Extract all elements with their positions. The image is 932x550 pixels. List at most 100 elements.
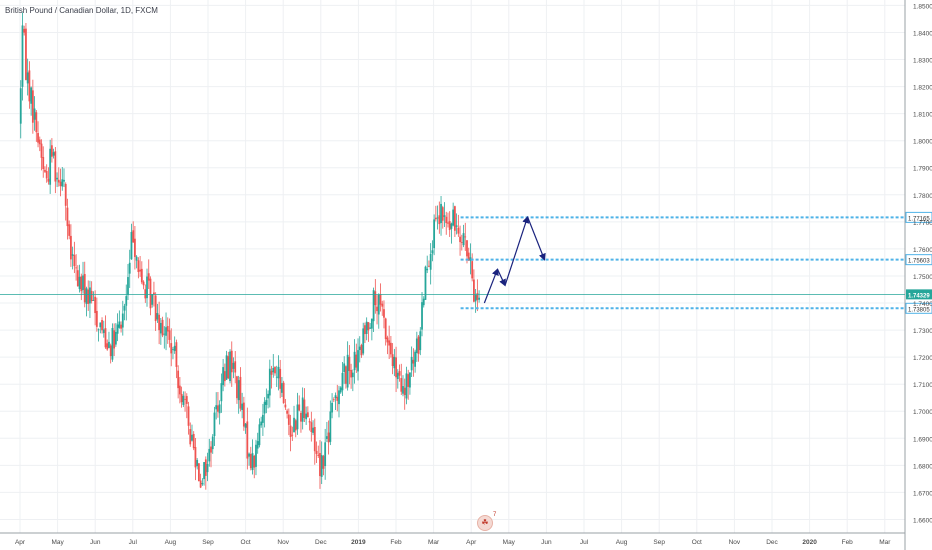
candle-body xyxy=(123,305,126,311)
candle-body xyxy=(376,306,378,312)
level-price-tag xyxy=(905,211,932,223)
candle-body xyxy=(30,87,33,104)
candle-body xyxy=(227,356,230,379)
candle-body xyxy=(443,215,446,217)
projection-arrow[interactable] xyxy=(483,268,499,304)
candle-body xyxy=(325,436,328,439)
candle-body xyxy=(196,460,199,467)
candle-body xyxy=(45,171,48,179)
candle-body xyxy=(73,255,76,267)
candle-body xyxy=(120,324,122,329)
time-tick-label: Oct xyxy=(692,539,702,546)
candle-body xyxy=(414,351,417,367)
price-tick-label: 1.68000 xyxy=(913,463,932,470)
candle-body xyxy=(198,463,200,482)
candle-body xyxy=(440,203,442,223)
candle-body xyxy=(383,309,385,318)
time-tick-label: Mar xyxy=(428,539,440,546)
candle-body xyxy=(467,252,470,261)
candle-body xyxy=(161,319,164,336)
candle-body xyxy=(151,294,154,305)
candle-body xyxy=(415,338,418,354)
projection-arrow[interactable] xyxy=(496,268,506,287)
candle-body xyxy=(474,295,477,302)
candle-body xyxy=(248,453,250,457)
candle-body xyxy=(90,290,93,302)
candle-body xyxy=(263,401,266,414)
candle-body xyxy=(185,396,188,404)
time-tick-label: Jul xyxy=(580,539,589,546)
candle-body xyxy=(469,257,472,262)
candle-body xyxy=(166,326,169,332)
candle-body xyxy=(97,329,100,331)
candle-body xyxy=(222,367,225,386)
level-price-label: 1.73805 xyxy=(908,307,930,313)
price-tick-label: 1.83000 xyxy=(913,58,932,65)
candle-body xyxy=(239,376,242,409)
candle-body xyxy=(68,224,71,236)
level-price-label: 1.77165 xyxy=(908,216,930,222)
tradingview-logo-icon[interactable]: ☘ xyxy=(477,515,493,531)
time-tick-label: Mar xyxy=(879,539,891,546)
candle-body xyxy=(400,378,403,392)
candle-body xyxy=(471,261,474,279)
candle-body xyxy=(137,260,140,273)
candle-body xyxy=(275,376,278,378)
projection-arrow[interactable] xyxy=(527,216,546,261)
time-axis[interactable]: Apr May Jun Jul Aug Sep Oct Nov Dec 2019 Feb Mar Apr… xyxy=(15,539,891,546)
candle-body xyxy=(421,302,423,330)
candle-body xyxy=(306,412,309,418)
candle-body xyxy=(223,371,226,382)
candle-body xyxy=(28,70,31,102)
candle-body xyxy=(25,28,27,80)
candle-body xyxy=(175,342,178,367)
candle-body xyxy=(407,374,410,387)
candle-body xyxy=(116,324,119,334)
horizontal-levels[interactable]: 1.77165 1.75603 1.73805 1.74329 xyxy=(0,211,932,314)
candle-body xyxy=(293,417,295,433)
candle-body xyxy=(71,254,74,256)
candle-body xyxy=(346,354,349,388)
candle-body xyxy=(42,157,45,170)
candle-body xyxy=(47,178,50,182)
candle-body xyxy=(284,404,287,408)
candle-body xyxy=(192,433,195,449)
candle-body xyxy=(320,455,323,477)
candle-body xyxy=(447,222,449,224)
time-tick-label: Sep xyxy=(653,539,665,546)
candle-body xyxy=(31,90,34,123)
candle-body xyxy=(450,223,453,229)
candle-body xyxy=(38,139,41,145)
candle-body xyxy=(452,209,455,226)
projection-arrows[interactable] xyxy=(483,215,546,304)
price-tick-label: 1.82000 xyxy=(913,85,932,92)
price-tick-label: 1.80000 xyxy=(913,139,932,146)
candle-body xyxy=(130,231,133,260)
level-price-tag xyxy=(905,302,932,314)
projection-arrow[interactable] xyxy=(504,215,530,286)
time-tick-label: Nov xyxy=(729,539,741,546)
candle-body xyxy=(242,402,245,427)
candle-body xyxy=(343,363,346,372)
candle-body xyxy=(358,346,361,350)
candle-body xyxy=(50,145,53,157)
candle-body xyxy=(365,321,368,334)
candle-body xyxy=(204,459,207,476)
price-tick-label: 1.74000 xyxy=(913,301,932,308)
candle-body xyxy=(431,250,434,254)
candle-body xyxy=(289,425,292,438)
candle-body xyxy=(367,322,370,331)
candle-body xyxy=(436,217,439,219)
candle-body xyxy=(393,356,396,369)
candle-body xyxy=(35,112,38,133)
candle-body xyxy=(267,393,269,399)
candle-body xyxy=(121,313,124,328)
candle-body xyxy=(94,296,97,314)
candle-body xyxy=(466,240,468,257)
candle-body xyxy=(391,354,394,367)
candle-body xyxy=(159,322,162,334)
candle-body xyxy=(206,464,209,473)
candle-body xyxy=(199,480,202,488)
price-axis[interactable]: 1.66000 1.67000 1.68000 1.69000 1.70000 1.710… xyxy=(913,3,932,524)
